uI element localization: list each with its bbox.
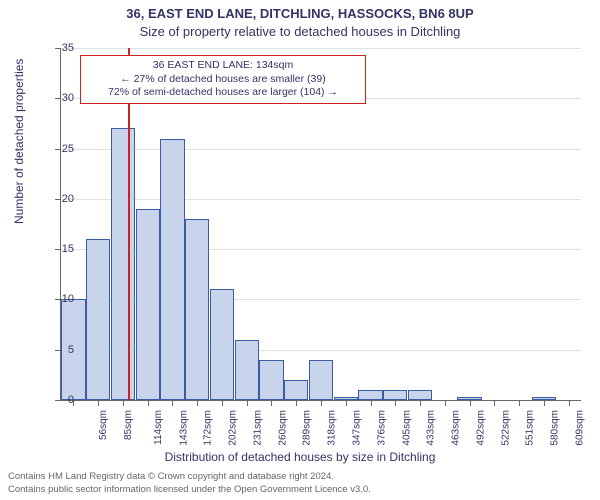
x-tick	[494, 400, 495, 406]
gridline	[61, 149, 581, 150]
histogram-bar	[383, 390, 407, 400]
x-tick-label: 289sqm	[302, 410, 313, 446]
x-tick	[371, 400, 372, 406]
footer-line1: Contains HM Land Registry data © Crown c…	[8, 471, 371, 483]
x-tick-label: 114sqm	[153, 410, 164, 445]
annotation-box: 36 EAST END LANE: 134sqm ← 27% of detach…	[80, 55, 366, 104]
histogram-bar	[408, 390, 432, 400]
histogram-bar	[136, 209, 160, 400]
x-tick-label: 492sqm	[475, 410, 486, 446]
x-tick-label: 318sqm	[327, 410, 338, 446]
x-tick-label: 433sqm	[426, 410, 437, 446]
histogram-bar	[210, 289, 234, 400]
x-tick-label: 347sqm	[352, 410, 363, 446]
y-tick	[55, 48, 61, 49]
x-tick-label: 202sqm	[228, 410, 239, 446]
x-tick-label: 463sqm	[451, 410, 462, 446]
x-tick	[296, 400, 297, 406]
x-tick-label: 231sqm	[253, 410, 264, 446]
x-tick	[470, 400, 471, 406]
histogram-bar	[358, 390, 382, 400]
y-tick-label: 15	[62, 243, 74, 255]
histogram-bar	[259, 360, 283, 400]
x-tick	[519, 400, 520, 406]
annotation-line2: ← 27% of detached houses are smaller (39…	[87, 73, 359, 87]
x-axis-label: Distribution of detached houses by size …	[0, 450, 600, 464]
x-tick	[172, 400, 173, 406]
x-tick	[222, 400, 223, 406]
histogram-bar	[309, 360, 333, 400]
y-tick-label: 35	[62, 42, 74, 54]
x-tick-label: 551sqm	[525, 410, 536, 446]
x-tick-label: 143sqm	[178, 410, 189, 446]
x-tick	[148, 400, 149, 406]
y-tick	[55, 199, 61, 200]
y-tick-label: 20	[62, 193, 74, 205]
x-tick-label: 376sqm	[376, 410, 387, 446]
gridline	[61, 48, 581, 49]
footer-line2: Contains public sector information licen…	[8, 484, 371, 496]
x-tick	[123, 400, 124, 406]
y-tick-label: 5	[68, 344, 74, 356]
histogram-bar	[284, 380, 308, 400]
y-axis-label: Number of detached properties	[12, 59, 26, 224]
x-tick-label: 172sqm	[203, 410, 214, 446]
histogram-bar	[86, 239, 110, 400]
histogram-bar	[160, 139, 184, 400]
x-tick-label: 405sqm	[401, 410, 412, 446]
chart-subtitle: Size of property relative to detached ho…	[0, 24, 600, 39]
histogram-bar	[235, 340, 259, 400]
histogram-bar	[111, 128, 135, 400]
x-tick	[445, 400, 446, 406]
x-tick-label: 85sqm	[123, 410, 134, 440]
x-tick-label: 580sqm	[550, 410, 561, 446]
x-tick	[247, 400, 248, 406]
annotation-line1: 36 EAST END LANE: 134sqm	[87, 59, 359, 73]
y-tick-label: 0	[68, 394, 74, 406]
x-tick	[395, 400, 396, 406]
x-tick	[98, 400, 99, 406]
x-tick	[271, 400, 272, 406]
x-tick	[321, 400, 322, 406]
annotation-line3: 72% of semi-detached houses are larger (…	[87, 86, 359, 100]
y-tick	[55, 400, 61, 401]
y-tick-label: 10	[62, 293, 74, 305]
y-tick	[55, 149, 61, 150]
x-tick	[420, 400, 421, 406]
y-tick-label: 25	[62, 143, 74, 155]
x-tick-label: 260sqm	[277, 410, 288, 446]
chart-container: 36, EAST END LANE, DITCHLING, HASSOCKS, …	[0, 0, 600, 500]
gridline	[61, 199, 581, 200]
y-tick	[55, 350, 61, 351]
x-tick-label: 609sqm	[574, 410, 585, 446]
histogram-bar	[185, 219, 209, 400]
y-tick-label: 30	[62, 92, 74, 104]
footer-attribution: Contains HM Land Registry data © Crown c…	[8, 471, 371, 496]
y-tick	[55, 299, 61, 300]
chart-title-main: 36, EAST END LANE, DITCHLING, HASSOCKS, …	[0, 6, 600, 21]
x-tick	[544, 400, 545, 406]
x-tick-label: 522sqm	[500, 410, 511, 446]
x-tick	[569, 400, 570, 406]
x-tick	[346, 400, 347, 406]
y-tick	[55, 249, 61, 250]
x-tick	[197, 400, 198, 406]
x-tick-label: 56sqm	[98, 410, 109, 440]
y-tick	[55, 98, 61, 99]
